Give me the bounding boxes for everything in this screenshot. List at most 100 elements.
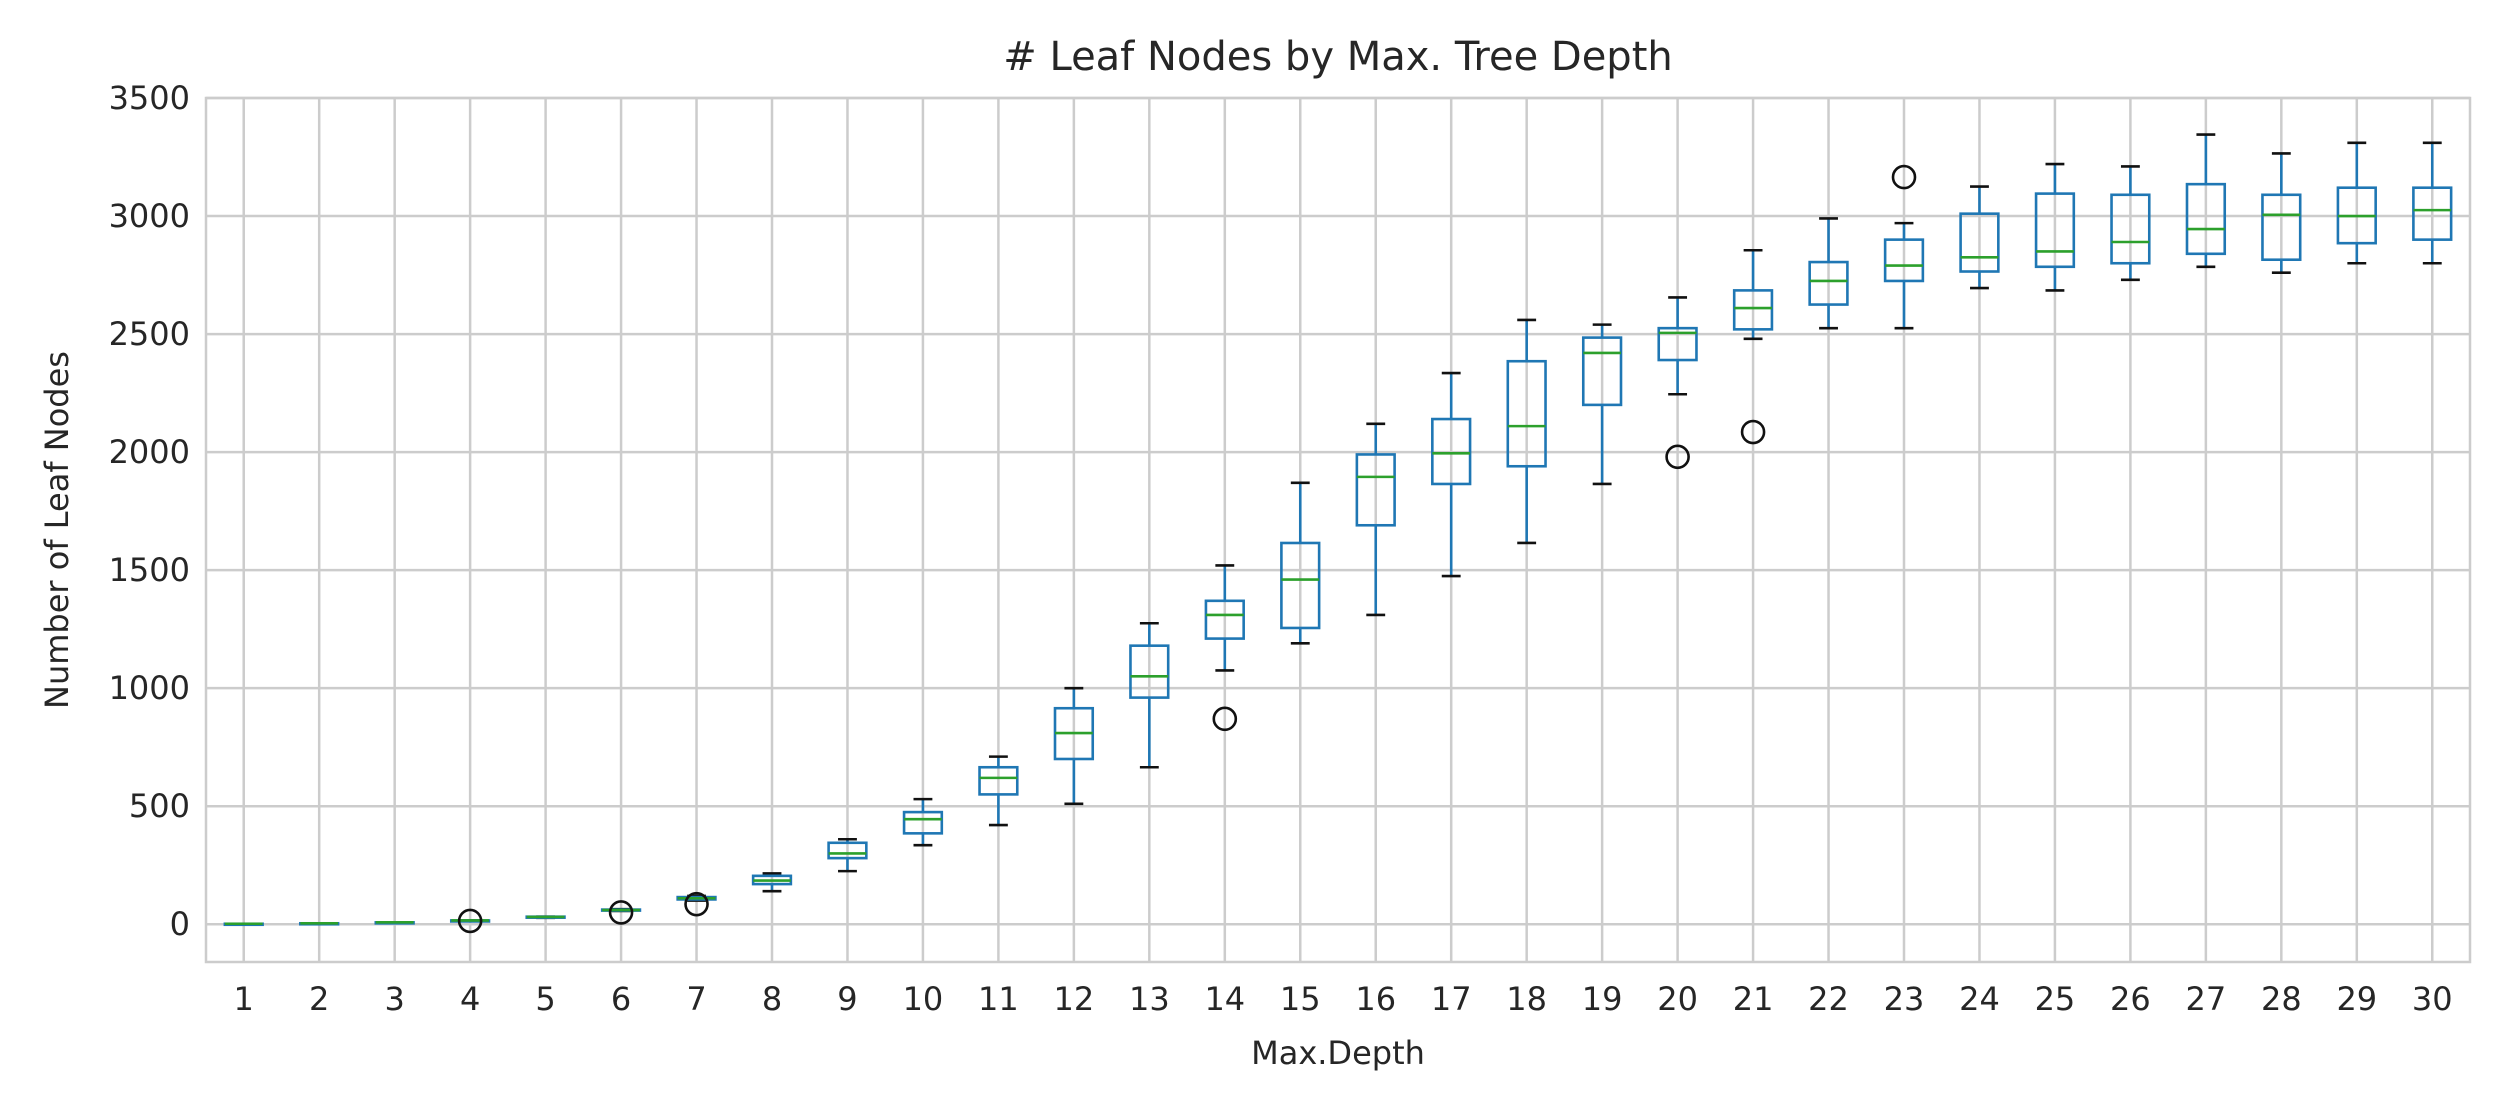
x-axis-label: Max.Depth [1251,1034,1425,1072]
box-group [1204,564,1245,732]
x-tick-label: 18 [1506,980,1547,1018]
x-tick-label: 12 [1054,980,1095,1018]
box-iqr [1581,336,1623,407]
box-iqr [1959,212,2000,273]
box-group [676,891,717,917]
x-tick-label: 20 [1657,980,1698,1018]
box-group [223,922,264,927]
x-tick-label: 23 [1884,980,1925,1018]
x-tick-label: 24 [1959,980,2000,1018]
box-iqr [1204,599,1245,640]
box-group [1280,481,1321,645]
x-tick-label: 25 [2035,980,2076,1018]
x-tick-label: 26 [2110,980,2151,1018]
box-group [2110,165,2151,282]
x-tick-label: 13 [1129,980,1170,1018]
box-group [1732,248,1774,445]
outlier-point [1212,706,1238,732]
x-tick-label: 17 [1431,980,1472,1018]
y-tick-label: 500 [129,787,190,825]
box-group [2034,162,2076,292]
y-tick-label: 2000 [109,433,190,471]
x-tick-label: 30 [2412,980,2453,1018]
y-tick-label: 2500 [109,315,190,353]
y-tick-label: 1000 [109,669,190,707]
y-tick-labels: 0 500 1000 1500 2000 2500 3000 3500 [109,79,190,943]
box-group [2261,152,2302,274]
box-group [1355,422,1396,617]
x-tick-label: 19 [1582,980,1623,1018]
x-tick-label: 28 [2261,980,2302,1018]
plot-frame [204,96,2472,964]
x-tick-label: 7 [686,980,706,1018]
box-group [2412,141,2453,265]
box-iqr [1732,289,1774,331]
outlier-point [1665,444,1690,470]
y-tick-label: 0 [170,905,190,943]
x-tick-label: 21 [1733,980,1774,1018]
box-group [600,900,642,925]
box-group [1053,686,1095,806]
outlier-point [457,908,483,934]
box-iqr [1355,453,1396,527]
outlier-point [684,891,709,917]
x-tick-label: 10 [903,980,944,1018]
y-tick-label: 3000 [109,197,190,235]
x-tick-label: 14 [1204,980,1245,1018]
x-tick-label: 29 [2336,980,2377,1018]
box-iqr [902,810,944,835]
x-tick-label: 16 [1355,980,1396,1018]
box-iqr [1506,359,1547,468]
box-group [525,915,566,920]
x-tick-labels: 1 2 3 4 5 6 7 8 9 10 11 12 13 14 15 16 17 18 19 20 21 22 23 24 2… [234,980,2453,1018]
box-iqr [2034,192,2076,269]
boxes [223,133,2453,934]
x-tick-label: 4 [460,980,480,1018]
x-tick-label: 6 [611,980,631,1018]
grid [206,96,2470,962]
box-iqr [1808,260,1849,306]
x-tick-label: 1 [234,980,254,1018]
box-iqr [1129,644,1170,699]
box-group [902,797,944,847]
outlier-point [608,900,634,925]
y-tick-label: 3500 [109,79,190,117]
box-group [449,908,491,934]
outlier-point [1891,164,1917,190]
x-tick-label: 11 [978,980,1019,1018]
box-group [299,921,340,926]
box-group [1883,164,1925,330]
box-iqr [1431,417,1472,486]
box-group [1129,621,1170,769]
box-group [751,872,793,893]
y-tick-label: 1500 [109,551,190,589]
box-iqr [2261,193,2302,262]
box-iqr [1280,541,1321,630]
box-group [2336,141,2377,265]
x-tick-label: 8 [762,980,782,1018]
box-group [2185,133,2227,269]
box-group [1431,371,1472,578]
box-group [1506,318,1547,545]
box-iqr [978,765,1019,796]
box-group [827,837,868,873]
chart-title: # Leaf Nodes by Max. Tree Depth [1003,34,1672,80]
x-tick-label: 15 [1280,980,1321,1018]
x-tick-label: 22 [1808,980,1849,1018]
box-iqr [1883,238,1925,283]
x-tick-label: 9 [837,980,857,1018]
x-tick-label: 3 [384,980,404,1018]
x-tick-label: 5 [535,980,555,1018]
box-group [1808,217,1849,330]
box-group [1581,323,1623,486]
x-tick-label: 27 [2186,980,2227,1018]
box-iqr [1657,326,1698,362]
box-group [978,755,1019,827]
box-iqr [2185,182,2227,256]
box-group [374,921,415,925]
box-iqr [2412,186,2453,241]
box-iqr [2110,193,2151,265]
x-tick-label: 2 [309,980,329,1018]
